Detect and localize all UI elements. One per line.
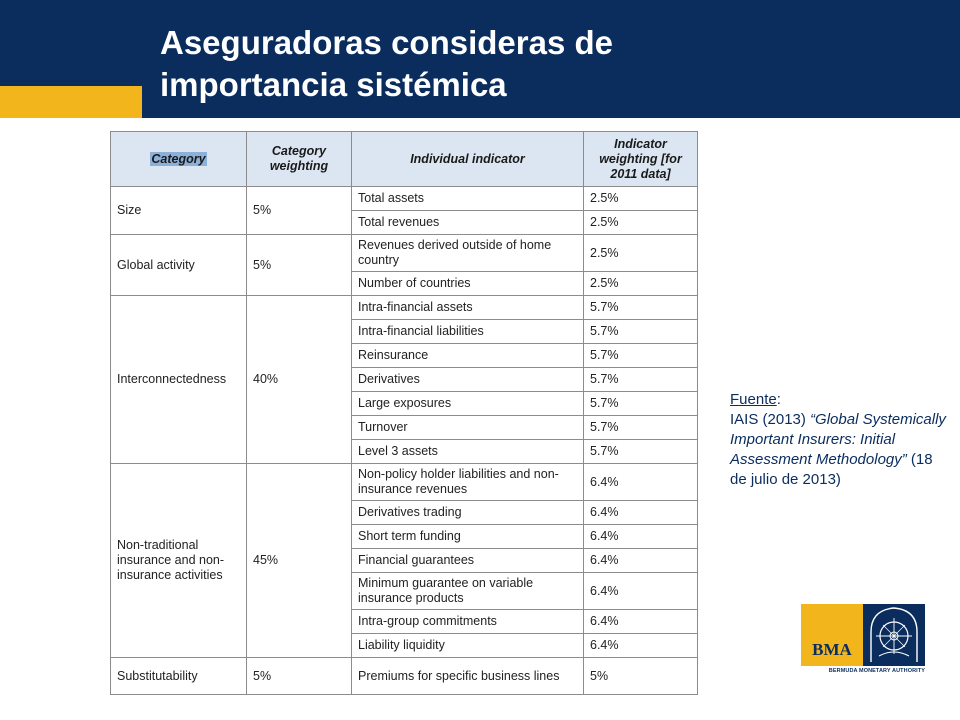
source-label: Fuente: [730, 391, 777, 408]
logo-caption: BERMUDA MONETARY AUTHORITY: [828, 668, 925, 674]
indicator-cell: Intra-group commitments: [351, 609, 584, 634]
indicator-cell: Total assets: [351, 186, 584, 211]
indicator-weight-cell: 6.4%: [583, 524, 698, 549]
indicator-cell: Intra-financial assets: [351, 295, 584, 320]
indicator-cell: Level 3 assets: [351, 439, 584, 464]
indicator-cell: Short term funding: [351, 524, 584, 549]
source-ref-date: (18 de julio de 2013): [730, 451, 933, 488]
header-individual-indicator: Individual indicator: [351, 131, 584, 187]
indicator-weight-cell: 2.5%: [583, 271, 698, 296]
header-indicator-weighting: Indicator weighting [for 2011 data]: [583, 131, 698, 187]
category-cell: Substitutability: [110, 657, 247, 695]
indicator-cell: Reinsurance: [351, 343, 584, 368]
indicator-weight-cell: 2.5%: [583, 210, 698, 235]
table-row: Large exposures 5.7%: [111, 391, 698, 416]
indicator-cell: Large exposures: [351, 391, 584, 416]
category-cell: Interconnectedness: [110, 295, 247, 464]
indicator-cell: Total revenues: [351, 210, 584, 235]
indicator-weight-cell: 6.4%: [583, 463, 698, 501]
indicator-table-container: Category Category weighting Individual i…: [110, 131, 698, 695]
header-category: Category: [110, 131, 247, 187]
indicator-cell: Premiums for specific business lines: [351, 657, 584, 695]
indicator-cell: Minimum guarantee on variable insurance …: [351, 572, 584, 610]
table-row: Reinsurance 5.7%: [111, 343, 698, 368]
table-row: Level 3 assets 5.7%: [111, 439, 698, 464]
indicator-cell: Number of countries: [351, 271, 584, 296]
logo-mark: BMA: [812, 640, 852, 659]
table-row: Financial guarantees 6.4%: [111, 548, 698, 573]
table-row: Size 5% Total assets 2.5%: [110, 186, 698, 235]
indicator-cell: Derivatives: [351, 367, 584, 392]
indicator-weight-cell: 5.7%: [583, 391, 698, 416]
bma-logo: BMA BERMUDA MONETARY AUTHORITY: [801, 604, 925, 678]
indicator-weight-cell: 6.4%: [583, 572, 698, 610]
category-cell: Non-traditional insurance and non-insura…: [110, 463, 247, 658]
table-header-row: Category Category weighting Individual i…: [110, 131, 698, 187]
category-weight-cell: 5%: [246, 657, 352, 695]
indicator-weight-cell: 5.7%: [583, 415, 698, 440]
title-line-1: Aseguradoras consideras de: [160, 24, 614, 61]
indicator-weight-cell: 6.4%: [583, 609, 698, 634]
indicator-weight-cell: 6.4%: [583, 500, 698, 525]
table-row: Intra-financial liabilities 5.7%: [111, 319, 698, 344]
indicator-weight-cell: 6.4%: [583, 548, 698, 573]
indicator-weight-cell: 6.4%: [583, 633, 698, 658]
accent-bar: [0, 86, 142, 118]
table-row: Derivatives trading 6.4%: [111, 500, 698, 525]
logo-yellow-block: BMA: [801, 604, 863, 666]
indicator-weight-cell: 5.7%: [583, 343, 698, 368]
category-cell: Size: [110, 186, 247, 235]
indicator-weight-cell: 5.7%: [583, 439, 698, 464]
table-row: Turnover 5.7%: [111, 415, 698, 440]
source-note: Fuente: IAIS (2013) “Global Systemically…: [730, 390, 950, 490]
category-cell: Global activity: [110, 234, 247, 296]
indicator-table: Category Category weighting Individual i…: [110, 131, 698, 695]
category-weight-cell: 5%: [246, 186, 352, 235]
table-row: Global activity 5% Revenues derived outs…: [110, 234, 698, 296]
source-ref-title: “Global Systemically Important Insurers:…: [730, 411, 946, 468]
source-colon: :: [776, 391, 781, 408]
category-weight-cell: 5%: [246, 234, 352, 296]
header-category-weighting: Category weighting: [246, 131, 352, 187]
table-row: Interconnectedness 40% Intra-financial a…: [110, 295, 698, 464]
header-band: [0, 0, 960, 118]
indicator-cell: Derivatives trading: [351, 500, 584, 525]
indicator-cell: Liability liquidity: [351, 633, 584, 658]
category-weight-cell: 45%: [246, 463, 352, 658]
compass-emblem-icon: [870, 607, 918, 662]
indicator-weight-cell: 2.5%: [583, 186, 698, 211]
indicator-weight-cell: 5.7%: [583, 319, 698, 344]
indicator-weight-cell: 5.7%: [583, 367, 698, 392]
indicator-cell: Intra-financial liabilities: [351, 319, 584, 344]
category-weight-cell: 40%: [246, 295, 352, 464]
indicator-weight-cell: 2.5%: [583, 234, 698, 272]
indicator-weight-cell: 5%: [583, 657, 698, 695]
logo-navy-block: [863, 604, 925, 666]
indicator-cell: Non-policy holder liabilities and non-in…: [351, 463, 584, 501]
indicator-cell: Turnover: [351, 415, 584, 440]
table-row: Substitutability 5% Premiums for specifi…: [110, 657, 698, 695]
slide-title: Aseguradoras consideras de importancia s…: [160, 22, 920, 106]
source-ref-prefix: IAIS (2013): [730, 411, 811, 428]
table-row: Derivatives 5.7%: [111, 367, 698, 392]
table-row: Non-traditional insurance and non-insura…: [110, 463, 698, 658]
indicator-cell: Financial guarantees: [351, 548, 584, 573]
title-line-2: importancia sistémica: [160, 66, 507, 103]
table-row: Total revenues 2.5%: [111, 210, 698, 235]
indicator-weight-cell: 5.7%: [583, 295, 698, 320]
indicator-cell: Revenues derived outside of home country: [351, 234, 584, 272]
table-row: Intra-group commitments 6.4%: [111, 609, 698, 634]
